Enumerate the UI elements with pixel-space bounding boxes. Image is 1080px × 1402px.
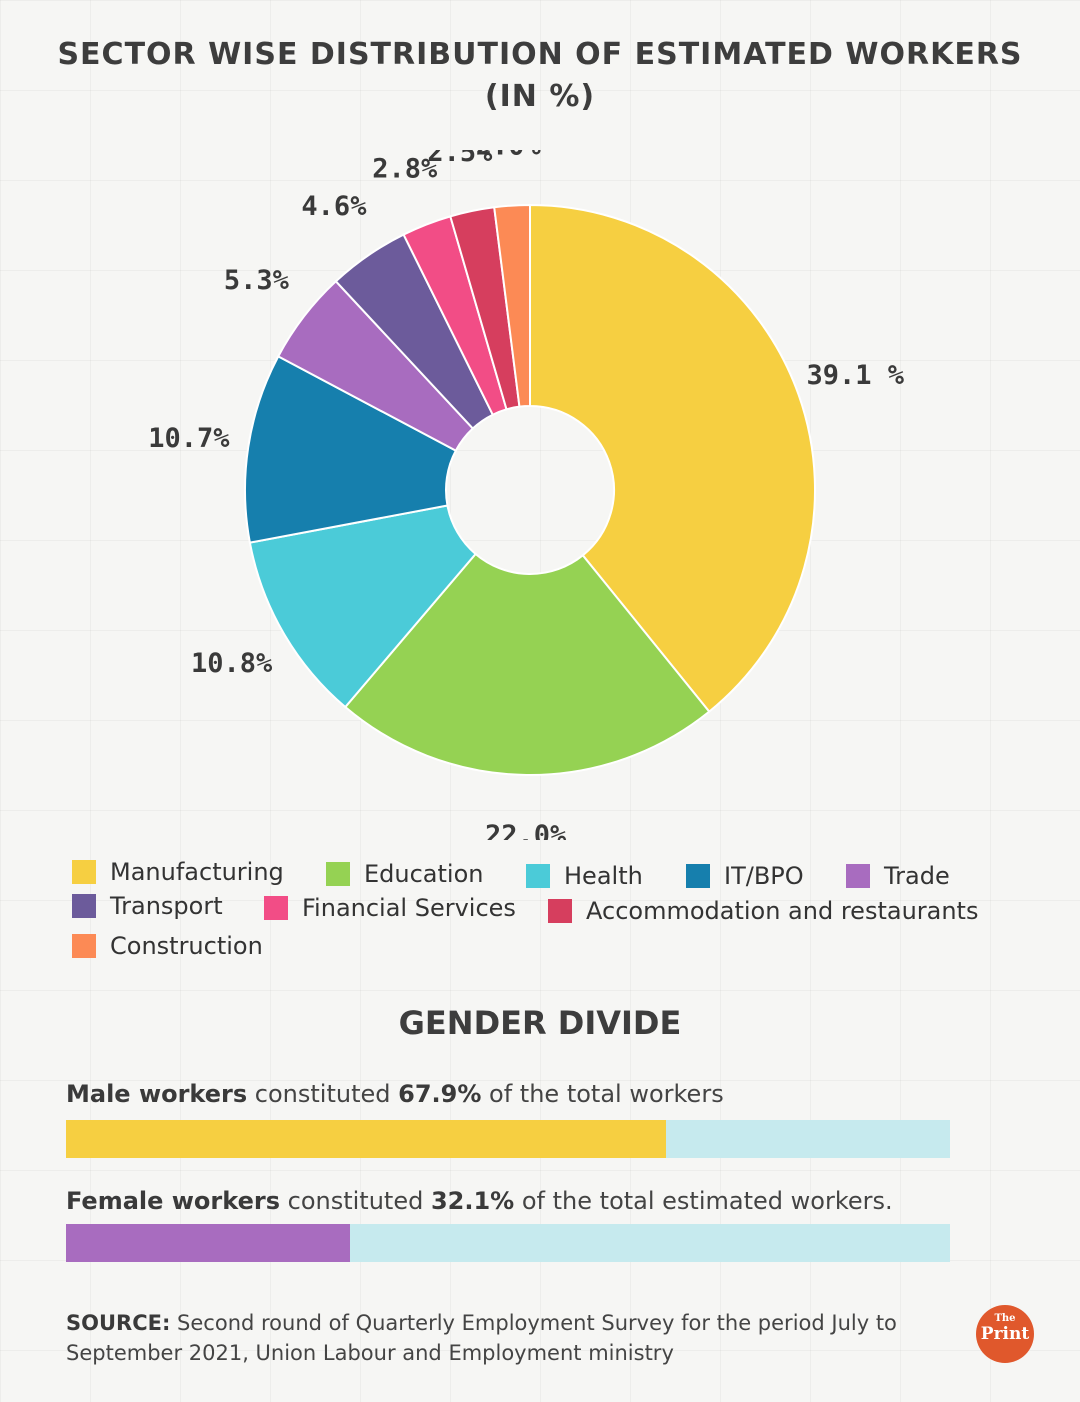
legend-label: Health [564,862,643,890]
chart-title: Sector wise distribution of estimated wo… [57,37,1023,72]
data-label-accommodation-and-restaurants: 2.5% [427,150,493,168]
legend-label: IT/BPO [724,862,804,890]
slice-it-bpo [244,355,458,544]
female-caption-rest: of the total estimated workers. [521,1187,893,1215]
slice-construction [493,203,531,408]
legend-item-education: Education [326,860,483,888]
female-caption-pct: 32.1% [430,1187,515,1215]
male-caption-pct: 67.9% [398,1080,482,1108]
legend-swatch [72,894,96,918]
data-label-it-bpo: 10.7% [148,423,230,454]
legend-swatch [526,864,550,888]
legend-item-construction: Construction [72,932,263,960]
legend-swatch [264,896,288,920]
data-label-education: 22.0% [485,820,567,840]
source-text: Second round of Quarterly Employment Sur… [66,1311,897,1365]
data-label-financial-services: 2.8% [372,154,438,185]
source-note: SOURCE: Second round of Quarterly Employ… [66,1308,946,1368]
female-caption: Female workers constituted 32.1% of the … [66,1187,893,1215]
data-label-trade: 5.3% [224,265,290,296]
theprint-logo: The Print [976,1305,1034,1363]
slice-health [248,504,477,709]
legend-label: Trade [884,862,950,890]
logo-big-text: Print [980,1324,1030,1344]
gender-divide-title: Gender divide [398,1004,682,1042]
male-caption-bold: Male workers [66,1080,248,1108]
legend-label: Construction [110,932,263,960]
male-caption-rest: of the total workers [489,1080,724,1108]
legend-swatch [72,860,96,884]
legend-item-transport: Transport [72,892,223,920]
legend-swatch [548,899,572,923]
legend-label: Accommodation and restaurants [586,897,979,925]
data-label-transport: 4.6% [301,191,367,222]
male-bar-track [66,1120,950,1158]
male-bar-fill [66,1120,667,1158]
legend-item-health: Health [526,862,643,890]
female-caption-mid: constituted [287,1187,424,1215]
data-label-health: 10.8% [191,648,273,679]
legend-item-trade: Trade [846,862,950,890]
legend-item-financial-services: Financial Services [264,894,516,922]
male-caption: Male workers constituted 67.9% of the to… [66,1080,724,1108]
data-label-construction: 2.0% [476,150,542,162]
legend-swatch [72,934,96,958]
legend-swatch [686,864,710,888]
slice-manufacturing [529,203,816,714]
legend-item-it-bpo: IT/BPO [686,862,804,890]
female-bar-track [66,1224,950,1262]
legend-swatch [846,864,870,888]
legend-label: Transport [110,892,223,920]
data-label-manufacturing: 39.1 % [806,360,904,391]
male-caption-mid: constituted [254,1080,391,1108]
legend-label: Financial Services [302,894,516,922]
source-label: SOURCE: [66,1311,171,1335]
legend-item-accommodation-and-restaurants: Accommodation and restaurants [548,897,978,925]
legend-swatch [326,862,350,886]
legend-label: Education [364,860,484,888]
logo-small-text: The [994,1313,1016,1324]
female-caption-bold: Female workers [66,1187,280,1215]
slice-education [343,552,711,776]
donut-chart: 39.1 % 22.0% 10.8% 10.7% 5.3% 4.6%2.8%2.5%2.0… [148,150,904,840]
legend-item-manufacturing: Manufacturing [72,858,284,886]
legend-label: Manufacturing [110,858,284,886]
female-bar-fill [66,1224,350,1262]
chart-subtitle: (in %) [484,79,596,114]
